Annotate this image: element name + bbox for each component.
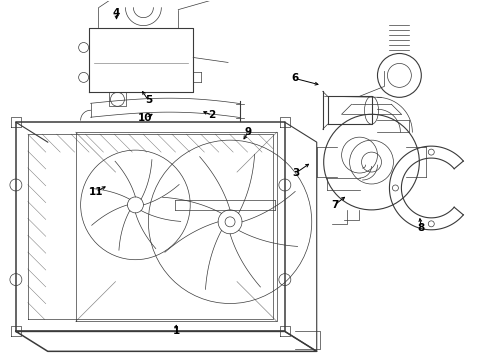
Text: 5: 5	[145, 95, 152, 105]
Text: 1: 1	[172, 327, 180, 336]
Text: 4: 4	[113, 8, 120, 18]
Text: 3: 3	[292, 168, 299, 178]
Text: 8: 8	[417, 223, 425, 233]
Text: 7: 7	[331, 200, 338, 210]
Text: 11: 11	[88, 187, 103, 197]
Text: 10: 10	[138, 113, 153, 123]
Text: 9: 9	[245, 127, 251, 137]
Text: 6: 6	[291, 73, 298, 84]
Text: 2: 2	[209, 110, 216, 120]
